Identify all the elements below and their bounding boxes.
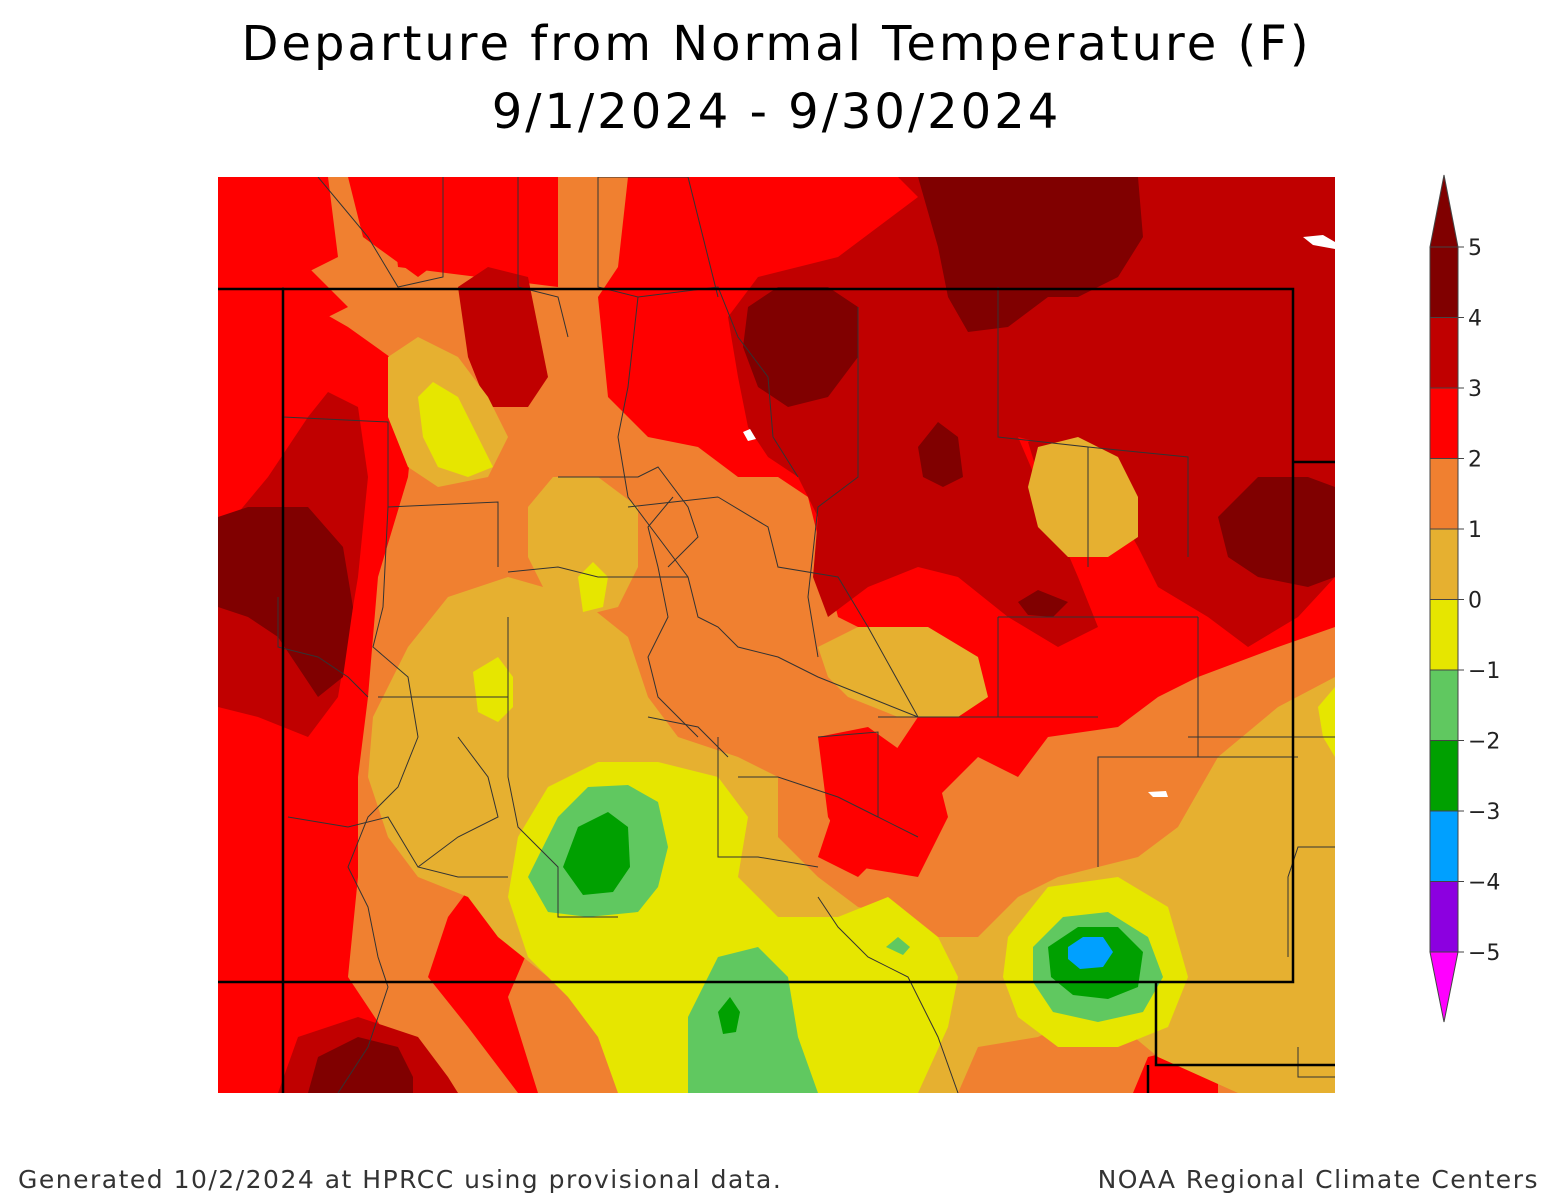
legend-swatch — [1429, 669, 1459, 741]
color-scale-legend: 5 4 3 2 1 0 −1 −2 −3 −4 −5 — [1410, 170, 1530, 1040]
legend-tick-label: −2 — [1468, 730, 1500, 755]
legend-low-arrow — [1429, 951, 1459, 1023]
legend-tick-label: −5 — [1468, 941, 1500, 966]
legend-swatch — [1429, 599, 1459, 671]
temperature-departure-map — [218, 177, 1335, 1093]
county-boundaries — [277, 177, 1335, 1093]
contour-band-neg3-neg2 — [1068, 937, 1113, 969]
legend-swatch — [1429, 810, 1459, 882]
legend-high-arrow — [1429, 174, 1459, 248]
legend-swatch — [1429, 528, 1459, 600]
legend-tick-label: −4 — [1468, 871, 1500, 896]
legend-swatch — [1429, 246, 1459, 318]
legend-swatch — [1429, 317, 1459, 389]
map-date-range: 9/1/2024 - 9/30/2024 — [491, 84, 1062, 140]
source-credit: NOAA Regional Climate Centers — [1097, 1165, 1539, 1194]
map-gaps — [743, 235, 1335, 797]
generated-note: Generated 10/2/2024 at HPRCC using provi… — [18, 1165, 783, 1194]
legend-swatch — [1429, 387, 1459, 459]
map-title: Departure from Normal Temperature (F) — [241, 16, 1312, 72]
legend-tick-label: 3 — [1468, 377, 1482, 402]
contour-band-above-5 — [218, 177, 1335, 1093]
legend-tick-label: 0 — [1468, 589, 1482, 614]
legend-swatch — [1429, 881, 1459, 953]
legend-swatch — [1429, 740, 1459, 812]
legend-tick-label: 1 — [1468, 518, 1482, 543]
legend-tick-label: 2 — [1468, 448, 1482, 473]
legend-tick-label: 4 — [1468, 307, 1482, 332]
state-boundaries — [218, 287, 1335, 1093]
legend-swatch — [1429, 458, 1459, 530]
legend-tick-label: 5 — [1468, 236, 1482, 261]
legend-tick-label: −3 — [1468, 800, 1500, 825]
legend-tick-label: −1 — [1468, 659, 1500, 684]
